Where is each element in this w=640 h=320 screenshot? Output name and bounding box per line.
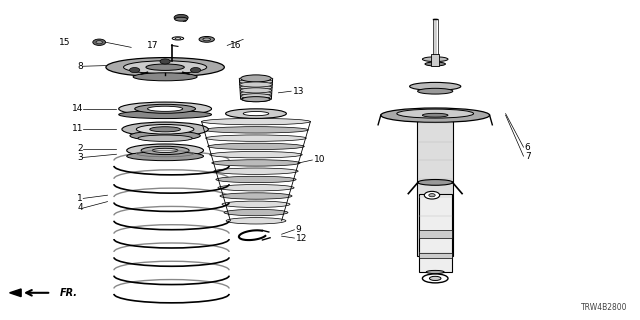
Ellipse shape	[241, 91, 271, 96]
Bar	[419, 230, 452, 238]
Ellipse shape	[138, 135, 192, 141]
Text: 15: 15	[59, 38, 70, 47]
Text: 7: 7	[525, 152, 531, 161]
Ellipse shape	[203, 38, 211, 41]
Ellipse shape	[422, 57, 448, 61]
Text: 5: 5	[181, 15, 187, 24]
Ellipse shape	[426, 270, 444, 274]
Circle shape	[93, 39, 106, 45]
Ellipse shape	[172, 37, 184, 40]
Ellipse shape	[174, 14, 188, 21]
Text: 13: 13	[293, 87, 305, 96]
Ellipse shape	[124, 61, 207, 74]
Ellipse shape	[220, 193, 292, 199]
Ellipse shape	[205, 135, 307, 141]
Ellipse shape	[425, 62, 445, 66]
Ellipse shape	[410, 82, 461, 90]
Ellipse shape	[152, 148, 178, 153]
Ellipse shape	[122, 122, 209, 136]
Ellipse shape	[226, 218, 286, 224]
Text: 11: 11	[72, 124, 83, 133]
Ellipse shape	[212, 160, 300, 166]
Ellipse shape	[119, 110, 211, 118]
Ellipse shape	[214, 168, 298, 174]
Ellipse shape	[242, 97, 270, 102]
Bar	[419, 194, 452, 272]
Text: 14: 14	[72, 104, 83, 113]
Ellipse shape	[429, 276, 441, 280]
Ellipse shape	[127, 152, 204, 161]
Ellipse shape	[218, 185, 294, 191]
Text: 12: 12	[296, 234, 307, 243]
Circle shape	[129, 68, 140, 73]
Ellipse shape	[150, 127, 180, 132]
Text: 3: 3	[77, 153, 83, 162]
Circle shape	[424, 191, 440, 199]
Text: FR.: FR.	[60, 288, 77, 298]
Ellipse shape	[240, 82, 273, 87]
Ellipse shape	[199, 36, 214, 42]
Circle shape	[160, 59, 170, 64]
Ellipse shape	[175, 17, 188, 21]
Ellipse shape	[119, 102, 211, 116]
Text: 17: 17	[147, 41, 159, 50]
Ellipse shape	[146, 64, 184, 70]
Ellipse shape	[240, 88, 272, 93]
Ellipse shape	[127, 144, 204, 157]
FancyArrowPatch shape	[26, 290, 49, 296]
Bar	[431, 54, 439, 66]
Ellipse shape	[148, 106, 183, 111]
Bar	[419, 253, 452, 258]
Ellipse shape	[241, 94, 271, 99]
Text: 6: 6	[525, 143, 531, 152]
Circle shape	[96, 41, 102, 44]
Ellipse shape	[222, 201, 290, 207]
Ellipse shape	[397, 109, 474, 118]
Text: TRW4B2800: TRW4B2800	[580, 303, 627, 312]
Ellipse shape	[210, 151, 302, 158]
Circle shape	[191, 68, 201, 73]
Ellipse shape	[239, 79, 273, 84]
Text: 16: 16	[230, 41, 242, 50]
Ellipse shape	[241, 75, 271, 82]
Text: 1: 1	[77, 194, 83, 203]
Ellipse shape	[243, 111, 269, 116]
Bar	[417, 120, 453, 256]
Ellipse shape	[175, 37, 181, 39]
Ellipse shape	[381, 108, 490, 122]
Ellipse shape	[216, 176, 296, 183]
Ellipse shape	[141, 146, 189, 155]
Text: 2: 2	[77, 144, 83, 153]
Ellipse shape	[422, 113, 448, 117]
Text: 10: 10	[314, 156, 325, 164]
Text: 9: 9	[296, 225, 301, 234]
Ellipse shape	[202, 118, 310, 125]
Ellipse shape	[136, 124, 194, 134]
Polygon shape	[10, 289, 21, 297]
Ellipse shape	[130, 131, 200, 140]
Ellipse shape	[418, 180, 453, 185]
Ellipse shape	[240, 85, 272, 90]
Ellipse shape	[226, 109, 287, 118]
Ellipse shape	[204, 127, 308, 133]
Ellipse shape	[208, 143, 304, 150]
Ellipse shape	[133, 73, 197, 81]
Text: 8: 8	[77, 62, 83, 71]
Ellipse shape	[422, 274, 448, 283]
Ellipse shape	[135, 104, 196, 113]
Ellipse shape	[241, 97, 271, 102]
Text: 4: 4	[77, 204, 83, 212]
Circle shape	[429, 194, 435, 197]
Ellipse shape	[418, 88, 453, 94]
Ellipse shape	[106, 58, 225, 77]
Ellipse shape	[224, 209, 288, 216]
